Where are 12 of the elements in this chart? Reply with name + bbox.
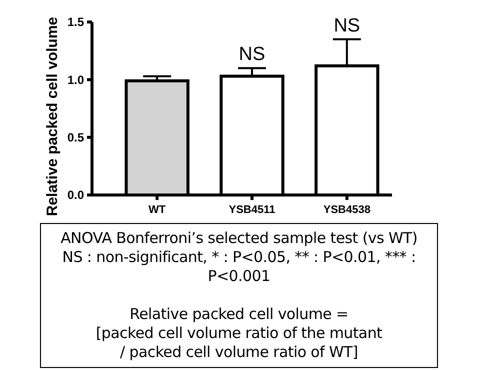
text: ANOVA Bonferroni’s selected sample test (vs WT) NS : non-significant, * : P<0.05, ** : P<0.01, *** : P<0.001 <box>60 229 418 286</box>
annotation: NS <box>238 44 266 66</box>
annotation: NS <box>334 15 360 36</box>
x-tick-label: YSB4511 <box>228 204 276 216</box>
y-tick-label: 1.5 <box>67 15 84 30</box>
y-tick-label: 0.5 <box>67 130 84 145</box>
text: Relative packed cell volume = [packed cell volume ratio of the mutant / packed cell volume ratio of WT] <box>94 305 384 362</box>
x-tick-label: YSB4538 <box>323 204 370 216</box>
x-tick-label: WT <box>148 204 166 216</box>
y-tick-label: 1.0 <box>67 72 84 87</box>
y-axis-title: Relative packed cell volume <box>44 16 61 216</box>
y-tick-label: 0.0 <box>67 188 84 202</box>
